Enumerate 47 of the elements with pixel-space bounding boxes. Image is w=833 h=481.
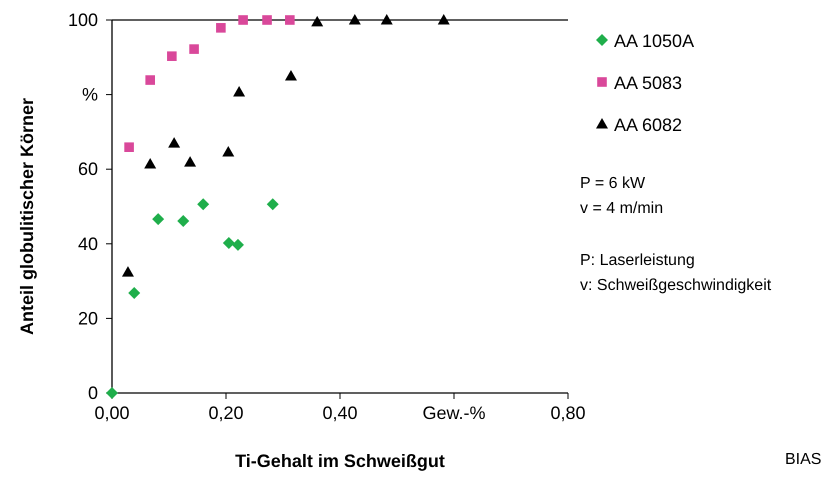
x-axis-title: Ti-Gehalt im Schweißgut [235,451,445,471]
text: P = 6 kW [580,175,646,192]
y-tick-label: 40 [78,234,98,254]
legend-label: AA 6082 [614,115,682,135]
x-tick-label: 0,20 [208,403,244,423]
x-tick-label: 0,00 [94,403,130,423]
point [189,44,199,54]
y-tick-label: 20 [78,308,98,328]
point [167,51,177,61]
point [233,86,246,96]
x-tick-label: 0,40 [322,403,358,423]
point [177,215,190,228]
point [184,156,196,167]
point [266,198,279,210]
point [348,14,361,24]
point [262,15,272,25]
text: P: Laserleistung [580,252,695,269]
text: v: Schweißgeschwindigkeit [580,277,772,294]
legend-label: AA 1050A [614,31,694,51]
x-tick-label: 0,80 [550,403,586,423]
point [285,15,295,25]
y-tick-label: % [82,84,98,105]
point [438,14,450,24]
point [380,14,393,24]
y-axis-title: Anteil globulitischer Körner [17,98,37,336]
x-tick-label: Gew.-% [422,403,486,423]
point [152,213,164,226]
point [128,287,140,300]
point [145,75,155,85]
text: BIAS [785,451,822,468]
point [216,23,226,33]
text: v = 4 m/min [580,200,664,217]
point [197,198,210,210]
point [284,70,297,80]
point [222,146,234,157]
point [238,15,248,25]
y-tick-label: 60 [78,159,98,180]
point [222,237,235,250]
point [144,158,156,168]
point [124,142,134,152]
y-tick-label: 0 [88,383,98,403]
point [168,137,180,148]
point [122,266,134,277]
y-tick-label: 100 [68,10,98,30]
point [311,16,324,26]
legend-label: AA 5083 [614,73,682,93]
point [232,238,244,251]
